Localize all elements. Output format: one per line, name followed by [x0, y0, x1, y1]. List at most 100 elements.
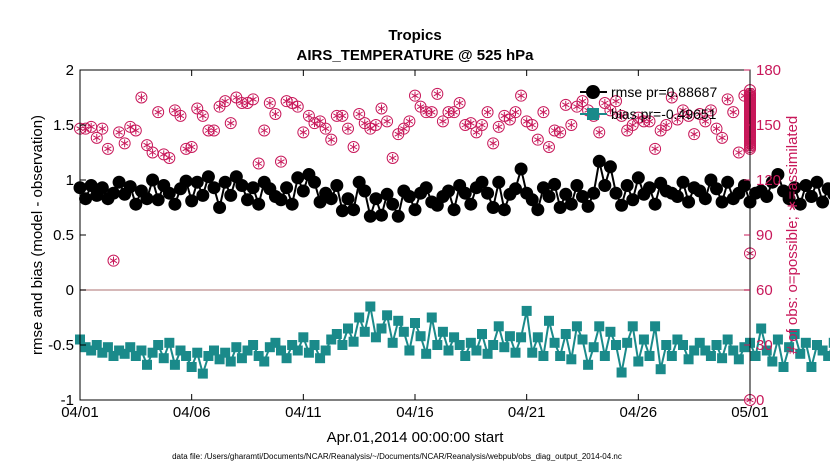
- obs-possible-marker: [90, 131, 103, 144]
- obs-assimilated-marker: [227, 120, 235, 126]
- bias-point: [499, 342, 510, 353]
- obs-assimilated-marker: [617, 113, 626, 119]
- obs-assimilated-marker: [718, 135, 726, 141]
- obs-assimilated-marker: [148, 150, 157, 155]
- obs-point: [185, 141, 198, 153]
- obs-possible-marker: [375, 102, 388, 115]
- bias-point: [136, 345, 147, 356]
- bias-point: [516, 332, 527, 343]
- bias-point: [203, 351, 214, 361]
- bias-point: [354, 312, 365, 323]
- obs-assimilated-marker: [377, 106, 386, 111]
- rmse-point: [587, 186, 601, 200]
- obs-possible-marker: [671, 113, 684, 126]
- obs-assimilated-marker: [254, 161, 263, 166]
- rmse-point: [721, 175, 735, 189]
- obs-point: [375, 102, 388, 115]
- y-right-tick-label: 150: [756, 117, 781, 134]
- bias-point: [142, 359, 152, 370]
- bias-point: [175, 345, 186, 356]
- rmse-point: [525, 193, 539, 207]
- obs-point: [688, 128, 701, 141]
- obs-possible-marker: [129, 124, 142, 137]
- obs-assimilated-marker: [679, 107, 687, 113]
- obs-possible-marker: [565, 119, 578, 131]
- obs-possible-marker: [269, 108, 282, 120]
- rmse-point: [386, 197, 400, 211]
- rmse-point: [676, 175, 690, 189]
- obs-assimilated-marker: [299, 129, 308, 135]
- obs-assimilated-marker: [193, 106, 201, 111]
- bias-point: [800, 337, 811, 348]
- bias-point: [761, 345, 772, 356]
- rmse-point: [631, 171, 645, 185]
- obs-possible-marker: [336, 109, 349, 122]
- bias-point: [510, 347, 521, 358]
- bias-point: [276, 345, 286, 356]
- rmse-point: [146, 173, 160, 187]
- obs-assimilated-marker: [528, 122, 536, 128]
- bias-point: [209, 345, 219, 356]
- obs-possible-marker: [319, 122, 332, 135]
- rmse-point: [107, 186, 120, 200]
- bias-point: [426, 312, 437, 323]
- bias-point: [404, 345, 415, 356]
- obs-assimilated-marker: [612, 98, 620, 104]
- obs-possible-marker: [492, 120, 505, 133]
- obs-possible-marker: [531, 133, 544, 146]
- rmse-point: [771, 168, 785, 181]
- obs-point: [492, 120, 505, 133]
- bias-point: [298, 332, 309, 343]
- obs-point: [448, 106, 461, 119]
- obs-possible-marker: [107, 254, 120, 267]
- obs-point: [481, 106, 494, 119]
- obs-assimilated-marker: [187, 144, 196, 150]
- rmse-point: [682, 195, 696, 209]
- bias-point: [343, 323, 353, 334]
- bias-point: [86, 345, 97, 356]
- obs-assimilated-marker: [629, 122, 637, 128]
- obs-assimilated-marker: [132, 128, 140, 133]
- obs-assimilated-marker: [199, 113, 207, 119]
- bias-point: [326, 334, 337, 345]
- obs-possible-marker: [732, 146, 745, 159]
- obs-assimilated-marker: [355, 111, 363, 117]
- bias-point: [678, 340, 688, 350]
- obs-assimilated-marker: [388, 155, 397, 161]
- obs-point: [721, 93, 734, 106]
- bias-point: [130, 351, 141, 361]
- obs-assimilated-marker: [511, 109, 520, 115]
- obs-possible-marker: [297, 126, 310, 139]
- obs-point: [369, 119, 382, 131]
- bias-point: [287, 340, 298, 350]
- obs-possible-marker: [604, 104, 617, 117]
- bias-point: [622, 337, 633, 348]
- obs-point: [531, 133, 544, 146]
- obs-point: [386, 152, 399, 164]
- bias-point: [599, 351, 610, 361]
- bias-point: [504, 331, 515, 342]
- bias-point: [705, 351, 716, 361]
- rmse-point: [190, 175, 204, 189]
- obs-point: [604, 104, 617, 117]
- obs-possible-marker: [118, 137, 131, 150]
- rmse-point: [458, 186, 472, 200]
- obs-assimilated-marker: [472, 129, 481, 135]
- obs-assimilated-marker: [400, 126, 408, 132]
- rmse-point: [788, 181, 802, 195]
- obs-possible-marker: [275, 155, 287, 168]
- obs-possible-marker: [247, 93, 260, 106]
- rmse-point: [179, 174, 193, 188]
- bias-point: [733, 354, 744, 365]
- obs-possible-marker: [688, 128, 701, 141]
- bias-point: [694, 337, 705, 348]
- y-tick-label: 1: [66, 172, 74, 189]
- bias-point: [683, 354, 694, 365]
- y-axis-label-right: # of obs: o=possible; ∗=assimilated: [784, 116, 801, 355]
- rmse-point: [564, 197, 578, 211]
- obs-possible-marker: [174, 109, 187, 122]
- obs-assimilated-marker: [578, 98, 587, 104]
- bias-point: [611, 340, 621, 350]
- rmse-point: [620, 179, 634, 192]
- obs-assimilated-marker: [567, 122, 576, 128]
